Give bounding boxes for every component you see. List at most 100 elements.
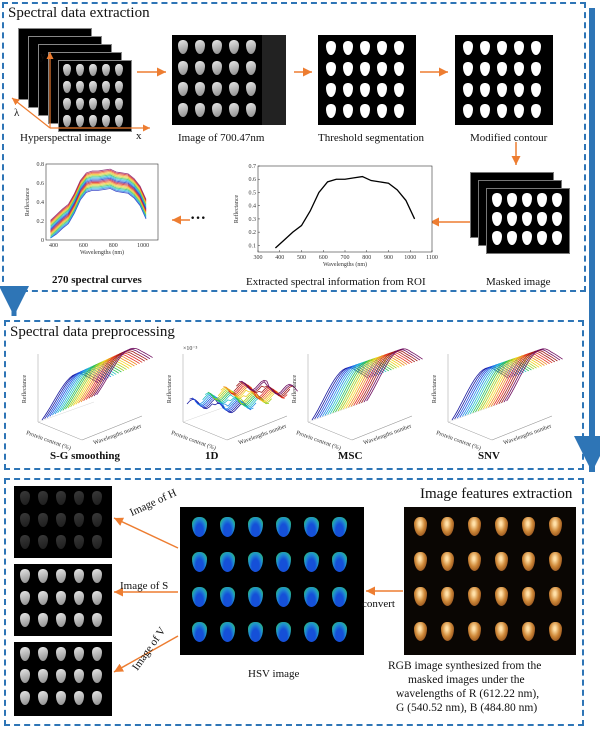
image-h — [14, 486, 112, 558]
seed — [480, 83, 490, 97]
seed — [56, 513, 66, 527]
spectral-curve — [50, 184, 147, 237]
seed — [229, 82, 239, 96]
axis-line — [351, 415, 413, 441]
seed — [414, 517, 427, 536]
spectrum-curve — [495, 351, 553, 405]
seed — [480, 104, 490, 118]
label-convert: convert — [362, 598, 395, 610]
seed — [522, 231, 532, 245]
seed — [178, 61, 188, 75]
seed — [507, 193, 517, 207]
seed — [229, 103, 239, 117]
spectral-curve — [50, 172, 147, 225]
y-axis-title: Reflectance — [431, 375, 438, 404]
spectrum-curve — [70, 359, 127, 408]
seed — [76, 64, 84, 76]
y-tick-label: 0.8 — [37, 162, 45, 168]
seed — [192, 552, 207, 572]
seed — [360, 83, 370, 97]
z-axis-title: Wavelengths number — [503, 424, 553, 447]
seed — [212, 103, 222, 117]
spectrum-curve — [472, 360, 530, 414]
y-tick-label: 0.3 — [249, 217, 257, 223]
seed — [56, 669, 66, 683]
seed — [522, 212, 532, 226]
seed — [495, 552, 508, 571]
seed — [441, 517, 454, 536]
label-extracted: Extracted spectral information from ROI — [246, 276, 426, 288]
panel-preprocessing — [4, 320, 584, 470]
seed — [276, 587, 291, 607]
spectrum-curve — [498, 351, 556, 405]
spectrum-curve — [348, 354, 405, 408]
y-tick-label: 0.5 — [249, 190, 257, 196]
seed — [441, 622, 454, 641]
image-modified-contour — [455, 35, 553, 125]
y-tick-label: 0 — [41, 238, 44, 244]
seed — [63, 98, 71, 110]
seed — [332, 587, 347, 607]
seed — [92, 569, 102, 583]
spectrum-curve — [342, 356, 400, 410]
seed — [56, 569, 66, 583]
x-tick-label: 700 — [341, 255, 350, 261]
seed — [414, 622, 427, 641]
axis-line — [81, 415, 143, 441]
x-tick-label: 600 — [79, 243, 88, 249]
seed — [531, 62, 541, 76]
image-s — [14, 564, 112, 636]
spectrum-curve — [358, 351, 416, 405]
preprocess-plot-1d: Reflectance Protein content (%) Wavelength… — [165, 344, 298, 452]
spectrum-curve — [83, 353, 140, 402]
seed — [76, 81, 84, 93]
spectrum-curve — [88, 351, 146, 399]
seed — [56, 535, 66, 549]
extracted-spectrum-chart: 300 400 500 600 700 800 900 1000 1100 0.1 0.2 0.3 0.… — [233, 164, 438, 268]
seed — [276, 552, 291, 572]
seed — [377, 41, 387, 55]
label-image-s: Image of S — [120, 580, 169, 592]
seed — [74, 569, 84, 583]
seed — [20, 647, 30, 661]
seed — [74, 613, 84, 627]
x-tick-label: 500 — [297, 255, 306, 261]
seed — [89, 81, 97, 93]
spectral-curve — [50, 180, 147, 233]
seed — [531, 83, 541, 97]
seed — [212, 82, 222, 96]
label-curves: 270 spectral curves — [52, 274, 142, 286]
label-1d: 1D — [205, 450, 219, 462]
seed — [220, 552, 235, 572]
seed — [178, 82, 188, 96]
x-tick-label: 1100 — [426, 255, 438, 261]
image-v — [14, 642, 112, 716]
seed — [20, 669, 30, 683]
spectrum-curve — [241, 379, 298, 395]
seed — [537, 193, 547, 207]
seed — [248, 517, 263, 537]
spectrum-curve — [189, 397, 246, 413]
seed — [76, 98, 84, 110]
spectral-curve — [50, 181, 147, 234]
seed — [92, 669, 102, 683]
spectrum-curve — [311, 367, 369, 421]
seed — [522, 193, 532, 207]
seed — [549, 622, 562, 641]
spectral-curve — [50, 185, 147, 238]
seed — [220, 587, 235, 607]
seed — [332, 622, 347, 642]
seed — [549, 517, 562, 536]
spectrum-curve — [482, 356, 540, 410]
spectrum-curve — [327, 361, 384, 415]
seed — [38, 669, 48, 683]
x-tick-label: 1000 — [404, 255, 416, 261]
seed — [74, 513, 84, 527]
label-threshold: Threshold segmentation — [318, 132, 425, 144]
axis-box — [307, 354, 413, 441]
x-axis-label: x — [136, 130, 142, 142]
axis-box — [447, 354, 553, 441]
seed — [248, 622, 263, 642]
seed — [248, 587, 263, 607]
seed — [89, 98, 97, 110]
